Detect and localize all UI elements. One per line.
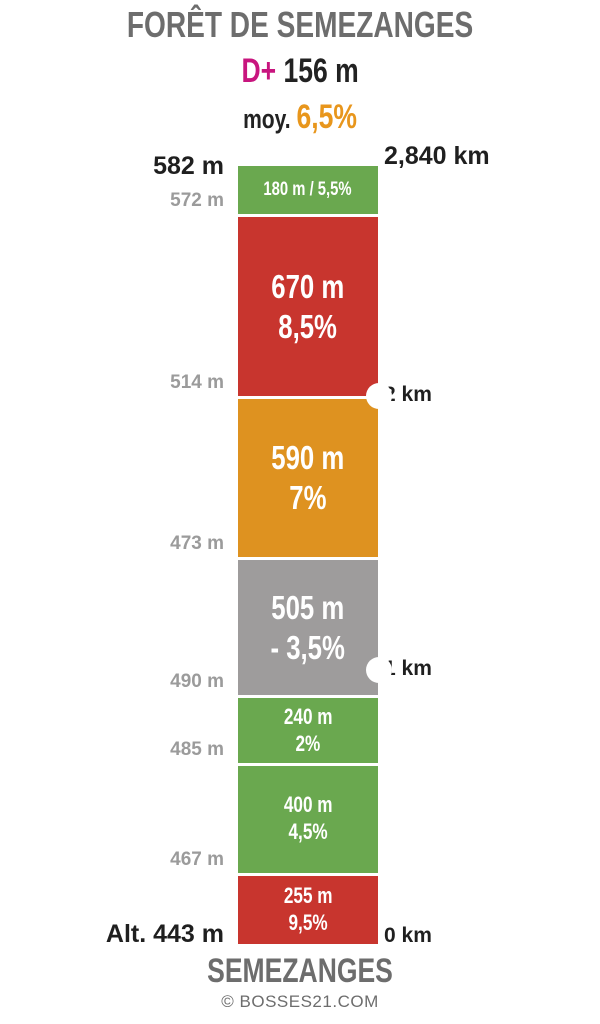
segment-grade-label: 2% <box>295 730 321 756</box>
segment-length-label: 670 m <box>271 267 345 305</box>
segment-grade-label: 8,5% <box>278 307 338 345</box>
segment-length-label: 400 m <box>283 792 333 818</box>
segment-length-label: 255 m <box>283 883 333 909</box>
average-grade-label: moy. <box>243 104 291 134</box>
elevation-gain-label: D+ <box>241 52 277 90</box>
segment-grade-label: 7% <box>289 479 327 517</box>
distance-marker: 0 km <box>384 924 432 947</box>
segment-grade-label: 4,5% <box>288 819 328 845</box>
page-title-text: FORÊT DE SEMEZANGES <box>126 4 474 45</box>
average-grade: moy. 6,5% <box>0 98 600 137</box>
start-location-text: SEMEZANGES <box>207 952 393 990</box>
segment-length-label: 505 m <box>271 588 345 626</box>
elevation-gain: D+ 156 m <box>0 52 600 91</box>
altitude-label: 490 m <box>170 671 224 693</box>
altitude-label: 473 m <box>170 533 224 555</box>
climb-segment: 180 m / 5,5% <box>238 166 378 215</box>
average-grade-value: 6,5% <box>296 98 357 136</box>
segment-length-label: 180 m / 5,5% <box>263 179 353 201</box>
segment-grade-label: 9,5% <box>288 909 328 935</box>
start-location: SEMEZANGES <box>0 952 600 991</box>
altitude-label: 572 m <box>170 190 224 212</box>
climb-segment: 505 m- 3,5% <box>238 560 378 696</box>
altitude-label: 582 m <box>153 152 224 180</box>
distance-marker: 2 km <box>384 383 432 407</box>
segment-grade-label: - 3,5% <box>270 628 346 666</box>
climb-segment: 400 m 4,5% <box>238 765 378 873</box>
distance-marker: 1 km <box>384 657 432 681</box>
page-title: FORÊT DE SEMEZANGES <box>0 4 600 46</box>
climb-segment: 255 m 9,5% <box>238 875 378 944</box>
distance-notch <box>366 383 392 410</box>
altitude-label: 485 m <box>170 738 224 760</box>
climb-segment: 590 m 7% <box>238 399 378 558</box>
credit: © BOSSES21.COM <box>221 992 379 1011</box>
altitude-label: Alt. 443 m <box>105 920 224 948</box>
climb-segment: 670 m 8,5% <box>238 217 378 397</box>
altitude-label: 467 m <box>170 848 224 870</box>
distance-marker: 2,840 km <box>384 142 490 170</box>
climb-segment: 240 m 2% <box>238 698 378 763</box>
climb-profile: 180 m / 5,5% 670 m 8,5% 590 m 7% 505 m- 3,5% 2… <box>238 166 378 944</box>
segment-length-label: 240 m <box>283 703 333 729</box>
altitude-label: 514 m <box>170 372 224 394</box>
segment-length-label: 590 m <box>271 439 345 477</box>
elevation-gain-value: 156 m <box>283 52 359 90</box>
distance-notch <box>366 657 392 684</box>
